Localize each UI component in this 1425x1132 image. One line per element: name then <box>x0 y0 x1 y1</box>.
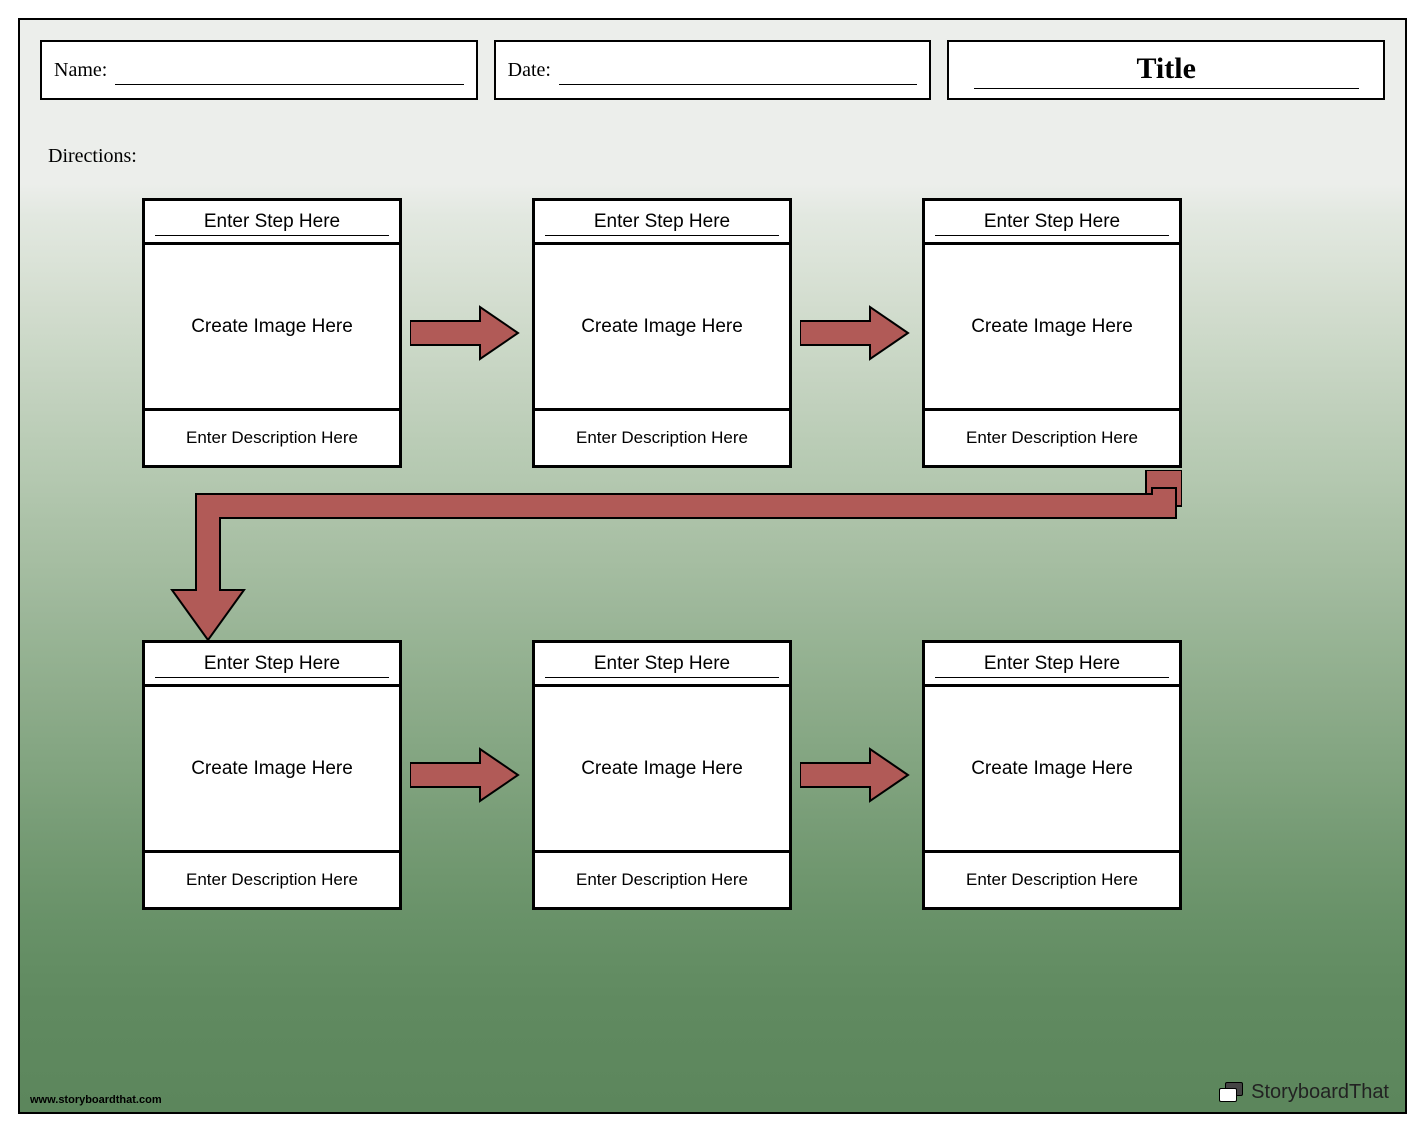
step-header[interactable]: Enter Step Here <box>145 643 399 687</box>
step-header-text: Enter Step Here <box>594 211 730 233</box>
step-image-area[interactable]: Create Image Here <box>535 687 789 853</box>
footer-logo: StoryboardThat <box>1219 1081 1389 1104</box>
step-image-area[interactable]: Create Image Here <box>925 687 1179 853</box>
step-header-text: Enter Step Here <box>204 653 340 675</box>
date-underline <box>559 55 917 86</box>
title-field-box[interactable]: Title <box>947 40 1385 100</box>
step-image-area[interactable]: Create Image Here <box>535 245 789 411</box>
step-desc-text: Enter Description Here <box>576 870 748 890</box>
step-box-2[interactable]: Enter Step Here Create Image Here Enter De… <box>532 198 792 468</box>
step-description[interactable]: Enter Description Here <box>535 411 789 465</box>
step-description[interactable]: Enter Description Here <box>535 853 789 907</box>
directions-label: Directions: <box>48 145 137 168</box>
step-image-text: Create Image Here <box>581 316 743 338</box>
step-image-text: Create Image Here <box>971 758 1133 780</box>
step-image-area[interactable]: Create Image Here <box>925 245 1179 411</box>
step-image-text: Create Image Here <box>971 316 1133 338</box>
step-image-text: Create Image Here <box>581 758 743 780</box>
header-row: Name: Date: Title <box>40 40 1385 100</box>
step-desc-text: Enter Description Here <box>576 428 748 448</box>
step-header-text: Enter Step Here <box>984 211 1120 233</box>
date-field-box[interactable]: Date: <box>494 40 932 100</box>
arrow-right-icon <box>800 303 910 363</box>
step-desc-text: Enter Description Here <box>966 870 1138 890</box>
name-label: Name: <box>54 59 107 82</box>
step-header-text: Enter Step Here <box>594 653 730 675</box>
step-image-area[interactable]: Create Image Here <box>145 687 399 853</box>
step-box-6[interactable]: Enter Step Here Create Image Here Enter De… <box>922 640 1182 910</box>
step-header[interactable]: Enter Step Here <box>535 643 789 687</box>
step-header-text: Enter Step Here <box>984 653 1120 675</box>
step-desc-text: Enter Description Here <box>966 428 1138 448</box>
step-header[interactable]: Enter Step Here <box>925 643 1179 687</box>
step-header[interactable]: Enter Step Here <box>535 201 789 245</box>
step-description[interactable]: Enter Description Here <box>145 411 399 465</box>
worksheet-page: Name: Date: Title Directions: Enter Step… <box>18 18 1407 1114</box>
connector-arrow <box>148 470 1182 640</box>
step-box-3[interactable]: Enter Step Here Create Image Here Enter De… <box>922 198 1182 468</box>
footer-url: www.storyboardthat.com <box>30 1094 162 1106</box>
name-field-box[interactable]: Name: <box>40 40 478 100</box>
step-header-text: Enter Step Here <box>204 211 340 233</box>
step-image-area[interactable]: Create Image Here <box>145 245 399 411</box>
step-image-text: Create Image Here <box>191 758 353 780</box>
step-box-1[interactable]: Enter Step Here Create Image Here Enter De… <box>142 198 402 468</box>
footer-brand: StoryboardThat <box>1251 1081 1389 1104</box>
step-image-text: Create Image Here <box>191 316 353 338</box>
date-label: Date: <box>508 59 551 82</box>
step-header[interactable]: Enter Step Here <box>925 201 1179 245</box>
step-desc-text: Enter Description Here <box>186 428 358 448</box>
step-description[interactable]: Enter Description Here <box>925 853 1179 907</box>
step-description[interactable]: Enter Description Here <box>925 411 1179 465</box>
title-label: Title <box>974 52 1359 89</box>
step-header[interactable]: Enter Step Here <box>145 201 399 245</box>
arrow-right-icon <box>410 745 520 805</box>
step-box-4[interactable]: Enter Step Here Create Image Here Enter De… <box>142 640 402 910</box>
name-underline <box>115 55 463 86</box>
step-description[interactable]: Enter Description Here <box>145 853 399 907</box>
step-desc-text: Enter Description Here <box>186 870 358 890</box>
arrow-right-icon <box>800 745 910 805</box>
step-box-5[interactable]: Enter Step Here Create Image Here Enter De… <box>532 640 792 910</box>
arrow-right-icon <box>410 303 520 363</box>
storyboard-icon <box>1219 1082 1245 1104</box>
